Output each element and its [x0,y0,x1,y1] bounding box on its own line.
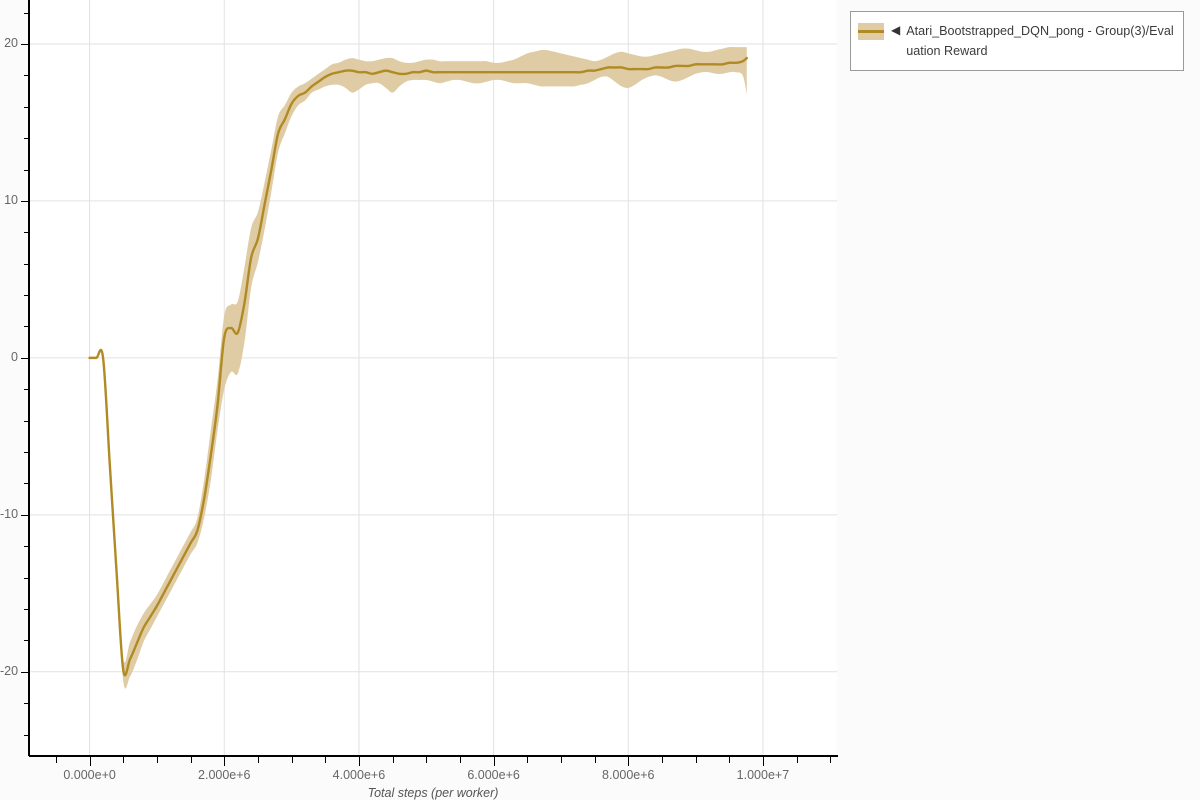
y-tick-minor [24,420,30,422]
y-tick-minor [24,169,30,171]
y-tick-label: 20 [4,35,18,50]
legend-line-swatch [858,30,884,33]
y-tick-minor [24,263,30,265]
x-tick-major [224,757,226,766]
y-tick-minor [24,106,30,108]
x-tick-minor [527,757,529,763]
x-tick-minor [291,757,293,763]
x-tick-minor [560,757,562,763]
y-tick-minor [24,389,30,391]
x-tick-minor [392,757,394,763]
y-tick-minor [24,546,30,548]
x-axis-spine [29,755,838,757]
y-tick-minor [24,138,30,140]
x-tick-minor [156,757,158,763]
gridlines [29,0,837,755]
y-tick-minor [24,577,30,579]
y-tick-minor [24,12,30,14]
legend-label: Atari_Bootstrapped_DQN_pong - Group(3)/E… [906,24,1174,58]
x-tick-minor [459,757,461,763]
x-tick-minor [426,757,428,763]
confidence-band [89,46,747,689]
x-tick-minor [796,757,798,763]
y-tick-minor [24,609,30,611]
y-tick-minor [24,640,30,642]
x-tick-minor [830,757,832,763]
x-tick-label: 8.000e+6 [602,768,655,782]
legend-color-swatch [858,23,884,40]
y-tick-minor [24,232,30,234]
x-tick-minor [695,757,697,763]
y-tick-major [21,671,30,673]
x-tick-label: 6.000e+6 [467,768,520,782]
x-tick-major [628,757,630,766]
y-axis-spine [28,0,30,756]
x-tick-label: 1.000e+7 [736,768,790,782]
y-tick-minor [24,326,30,328]
legend-item[interactable]: ◀ Atari_Bootstrapped_DQN_pong - Group(3)… [858,21,1175,61]
x-tick-major [358,757,360,766]
x-axis-title: Total steps (per worker) [367,786,499,800]
x-tick-label: 2.000e+6 [198,768,251,782]
x-tick-major [762,757,764,766]
y-tick-minor [24,295,30,297]
y-tick-minor [24,75,30,77]
legend[interactable]: ◀ Atari_Bootstrapped_DQN_pong - Group(3)… [850,11,1184,71]
y-tick-label: 10 [4,192,18,207]
y-tick-label: -20 [0,663,19,678]
x-tick-label: 0.000e+0 [63,768,116,782]
plot-area[interactable] [29,0,837,755]
x-tick-minor [190,757,192,763]
y-tick-minor [24,452,30,454]
x-tick-minor [729,757,731,763]
y-tick-label: -10 [0,506,19,521]
y-tick-major [21,43,30,45]
series-line [88,56,748,677]
y-tick-minor [24,703,30,705]
x-tick-minor [55,757,57,763]
plot-svg [29,0,837,755]
legend-left-arrow-icon: ◀ [891,23,901,37]
x-tick-minor [661,757,663,763]
x-tick-major [89,757,91,766]
x-tick-minor [325,757,327,763]
x-tick-label: 4.000e+6 [332,768,386,782]
y-tick-label: 0 [11,349,18,364]
y-tick-major [21,357,30,359]
y-tick-minor [24,734,30,736]
x-tick-minor [257,757,259,763]
y-tick-major [21,200,30,202]
x-tick-major [493,757,495,766]
x-tick-minor [594,757,596,763]
y-tick-minor [24,483,30,485]
x-tick-minor [123,757,125,763]
y-tick-major [21,514,30,516]
